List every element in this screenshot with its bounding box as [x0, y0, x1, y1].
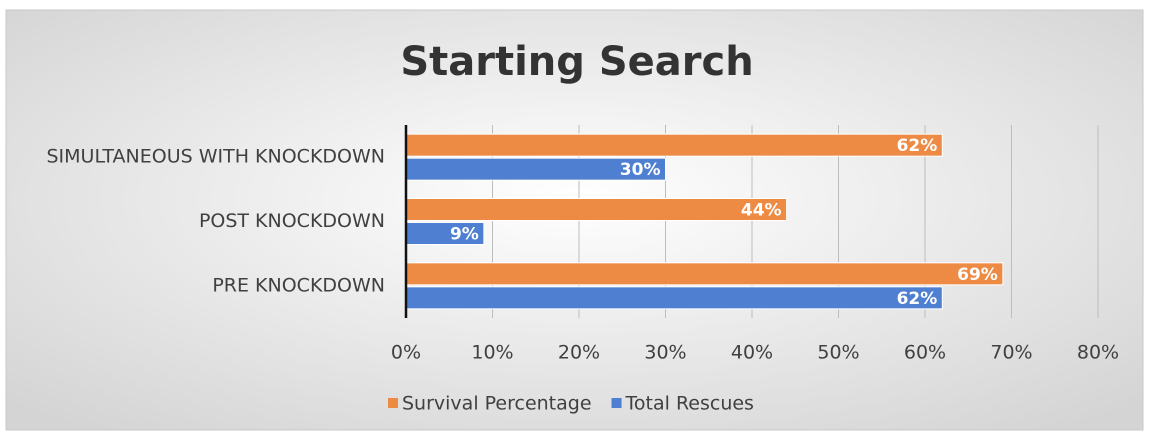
- category-label: PRE KNOCKDOWN: [212, 274, 385, 296]
- x-tick-label: 0%: [391, 342, 421, 364]
- x-tick-label: 10%: [471, 342, 513, 364]
- x-tick-label: 50%: [817, 342, 859, 364]
- chart-title: Starting Search: [400, 39, 753, 85]
- data-label: 62%: [897, 136, 938, 156]
- x-tick-label: 70%: [990, 342, 1032, 364]
- data-label: 9%: [450, 225, 479, 245]
- bar: [405, 133, 943, 157]
- legend-label: Survival Percentage: [402, 393, 592, 415]
- bar: [405, 262, 1004, 286]
- x-tick-label: 30%: [644, 342, 686, 364]
- x-tick-label: 80%: [1077, 342, 1119, 364]
- data-label: 30%: [620, 160, 661, 180]
- category-label: POST KNOCKDOWN: [199, 210, 385, 232]
- legend-swatch: [611, 398, 622, 408]
- x-tick-label: 20%: [558, 342, 600, 364]
- x-tick-label: 40%: [731, 342, 773, 364]
- legend-label: Total Rescues: [625, 393, 754, 415]
- x-tick-label: 60%: [904, 342, 946, 364]
- data-label: 44%: [741, 201, 782, 221]
- bar: [405, 286, 943, 310]
- category-label: SIMULTANEOUS WITH KNOCKDOWN: [46, 146, 385, 168]
- data-label: 69%: [957, 265, 998, 285]
- data-label: 62%: [897, 289, 938, 309]
- bar: [405, 198, 788, 221]
- legend-swatch: [388, 398, 398, 408]
